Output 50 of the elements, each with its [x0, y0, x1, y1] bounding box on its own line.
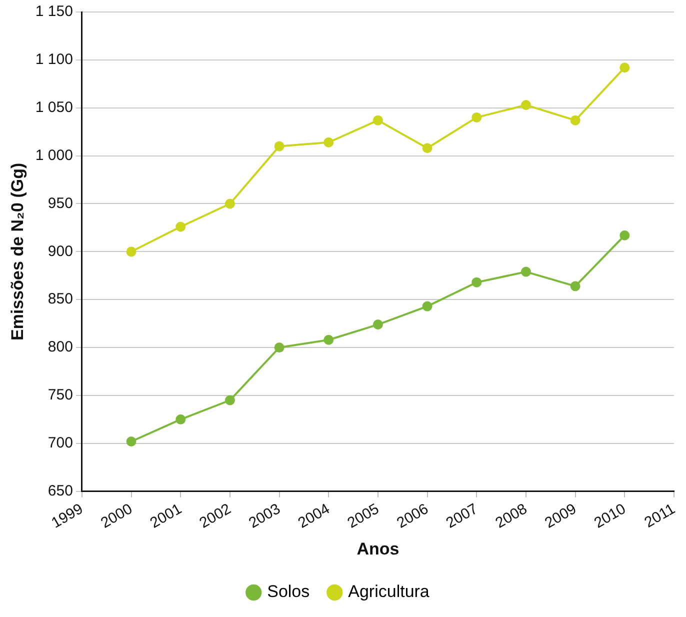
point	[224, 198, 235, 209]
x-tick-label: 2003	[246, 500, 284, 532]
point	[324, 137, 334, 148]
point	[176, 222, 186, 232]
y-tick-label: 900	[48, 242, 73, 260]
point	[620, 62, 630, 73]
point	[126, 436, 136, 446]
y-tick-label: 1 000	[35, 146, 73, 164]
point	[422, 301, 432, 312]
point	[224, 395, 235, 406]
y-tick-label: 1 100	[35, 51, 73, 68]
y-tick-label: 700	[48, 434, 73, 452]
x-tick-label: 2008	[492, 500, 530, 532]
point	[126, 246, 136, 257]
y-tick-label: 1 050	[35, 99, 73, 116]
x-tick-label: 2000	[98, 500, 136, 532]
x-tick-label: 2007	[443, 500, 481, 532]
x-tick-label: 2001	[147, 500, 185, 532]
y-tick-label: 800	[48, 338, 73, 356]
point	[570, 115, 580, 126]
x-tick-label: 2004	[295, 500, 333, 532]
x-tick-label: 2009	[542, 500, 580, 532]
point	[570, 281, 580, 292]
point	[520, 266, 531, 277]
point	[372, 320, 383, 330]
y-tick-label: 750	[48, 386, 73, 404]
x-tick-label: 2011	[642, 500, 678, 532]
legend-label: Agricultura	[348, 582, 430, 602]
point	[274, 141, 284, 152]
point	[472, 277, 482, 288]
point	[176, 414, 186, 424]
y-tick-label: 950	[48, 194, 73, 212]
y-tick-label: 650	[48, 482, 73, 500]
x-tick-label: 2002	[196, 500, 234, 532]
point	[274, 342, 284, 353]
point	[372, 115, 383, 126]
x-tick-label: 2010	[591, 500, 629, 532]
point	[520, 100, 531, 110]
x-tick-label: 2005	[344, 500, 382, 532]
x-tick-label: 1999	[48, 500, 86, 532]
y-tick-label: 850	[48, 290, 73, 308]
legend-label: Solos	[267, 582, 310, 602]
x-tick-label: 2006	[394, 500, 432, 532]
point	[472, 112, 482, 122]
point	[422, 143, 432, 154]
y-axis-title: Emissões de N₂0 (Gg)	[8, 162, 27, 340]
x-axis-title: Anos	[356, 539, 400, 558]
point	[620, 230, 630, 240]
y-tick-label: 1 150	[35, 3, 73, 20]
point	[324, 334, 334, 345]
